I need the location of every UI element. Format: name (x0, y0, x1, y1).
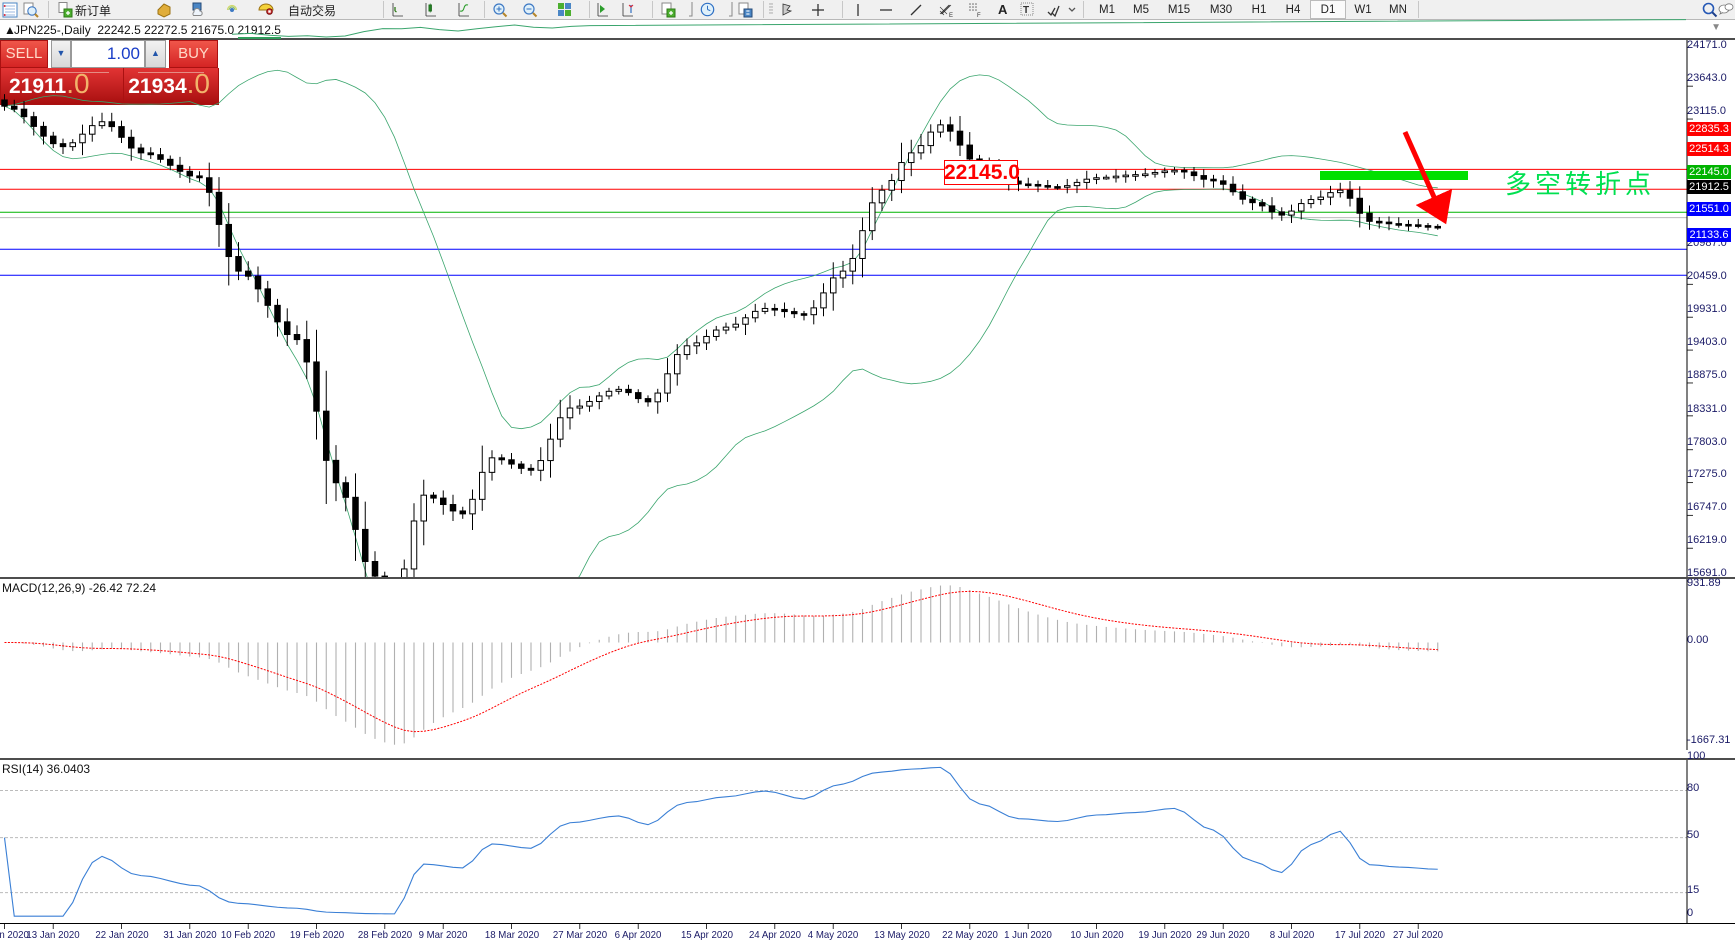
svg-text:F: F (977, 13, 981, 18)
svg-text:E: E (949, 13, 953, 18)
svg-text:T: T (1023, 5, 1029, 16)
